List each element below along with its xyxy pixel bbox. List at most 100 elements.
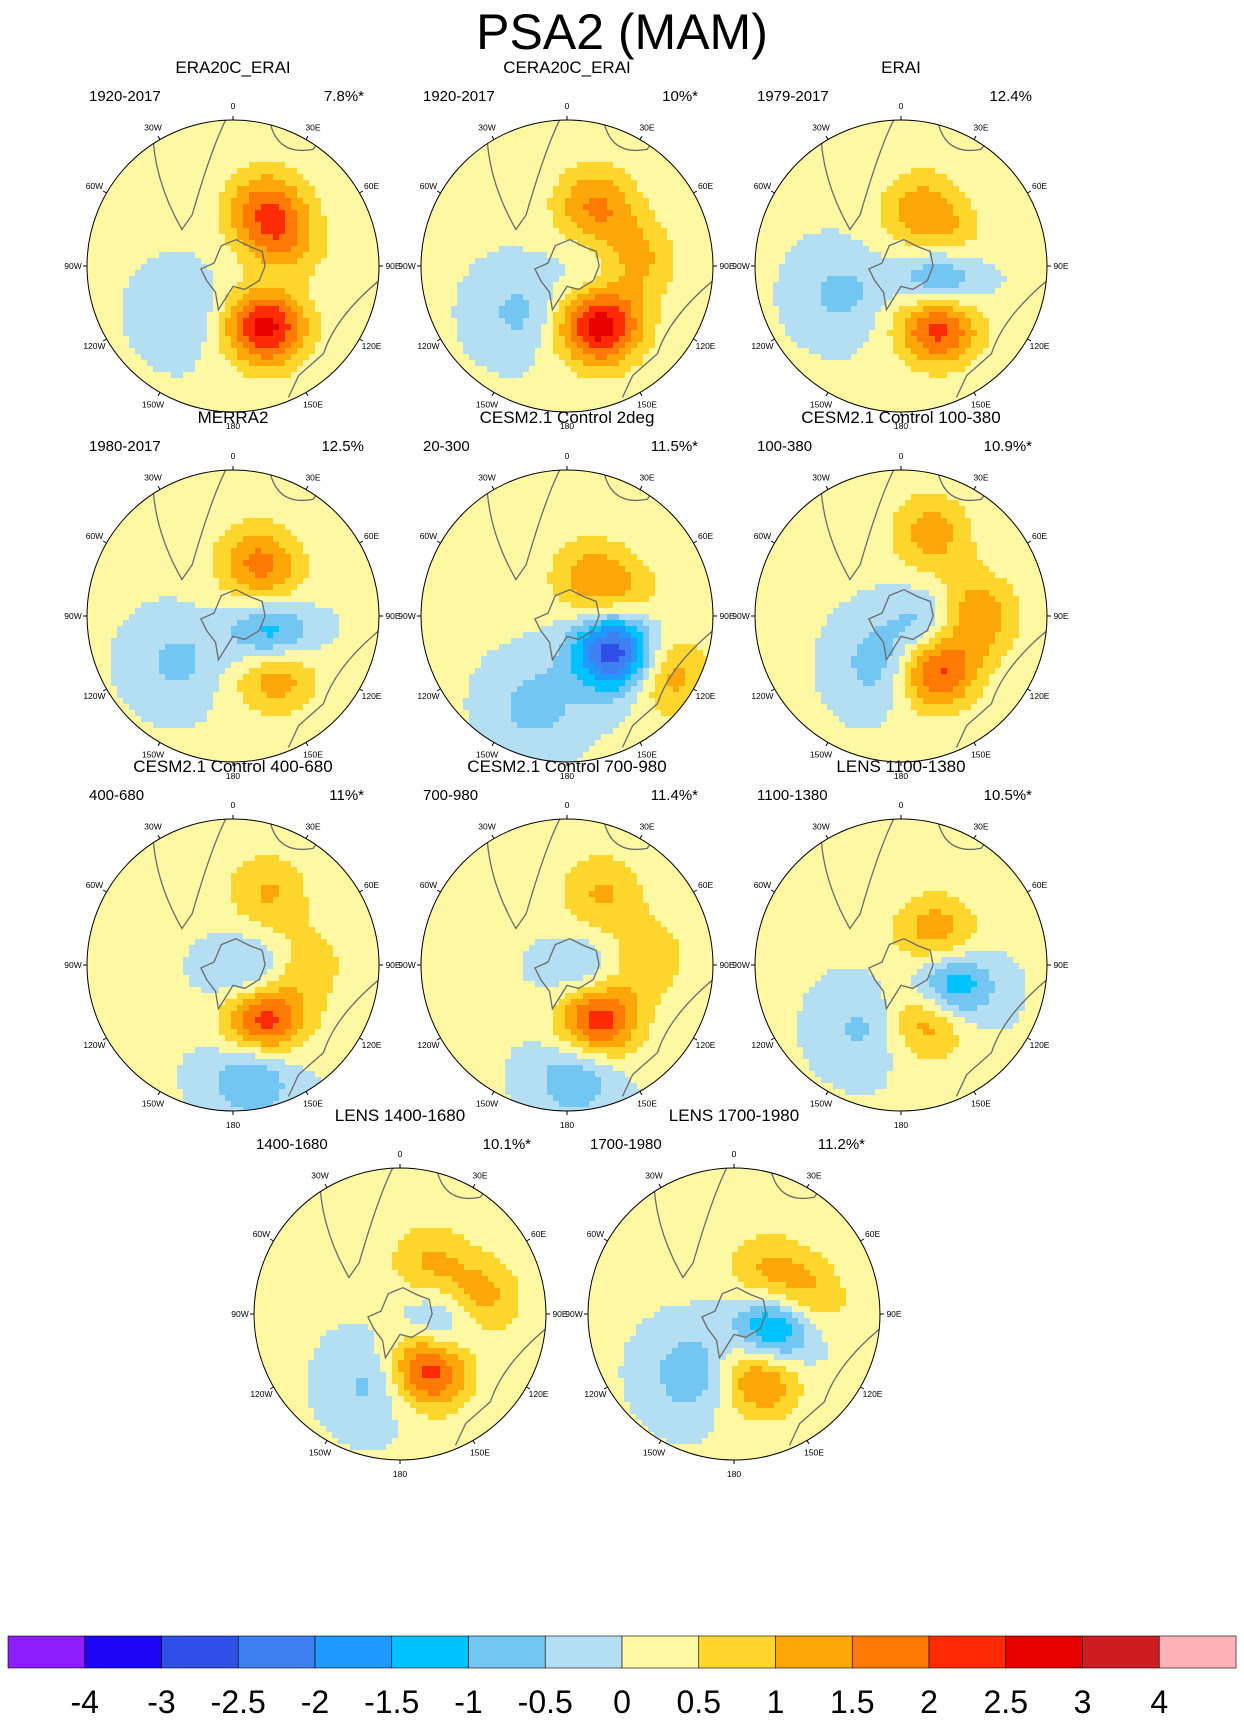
- longitude-label: 60W: [86, 531, 103, 541]
- colorbar-swatch: [237, 1635, 316, 1669]
- longitude-tick: [102, 688, 107, 692]
- longitude-label: 180: [894, 421, 908, 431]
- antarctica-coastline: [701, 1286, 767, 1360]
- longitude-label: 90E: [1053, 960, 1068, 970]
- panel-variance: 10.5%*: [984, 787, 1033, 804]
- longitude-tick: [1027, 190, 1032, 194]
- panel-period: 100-380: [757, 438, 812, 455]
- longitude-label: 120E: [362, 341, 382, 351]
- longitude-tick: [693, 889, 698, 893]
- panel-period: 400-680: [89, 787, 144, 804]
- longitude-label: 120W: [417, 1040, 439, 1050]
- antarctica-coastline: [200, 937, 266, 1011]
- panel-title: LENS 1100-1380: [836, 757, 965, 776]
- map-panel: 0 30E 60E 90E 120E 150E 180 150W 120W 90W 60W 30W CE…: [732, 408, 1069, 781]
- colorbar-tick-label: -2.5: [211, 1684, 266, 1720]
- south-america-coastline: [152, 470, 227, 581]
- longitude-label: 90E: [886, 1309, 901, 1319]
- longitude-label: 60W: [86, 880, 103, 890]
- longitude-label: 90W: [565, 1309, 582, 1319]
- longitude-label: 120E: [696, 341, 716, 351]
- panel-title: ERAI: [881, 58, 921, 77]
- longitude-label: 180: [894, 1120, 908, 1130]
- longitude-tick: [639, 834, 643, 839]
- longitude-label: 150E: [971, 400, 991, 410]
- panel-period: 1920-2017: [423, 88, 495, 105]
- south-america-coastline: [486, 120, 561, 231]
- colorbar-tick-label: 0: [613, 1684, 631, 1720]
- panel-variance: 12.4%: [989, 88, 1032, 105]
- south-america-coastline: [486, 819, 561, 930]
- colorbar-tick-label: -1.5: [364, 1684, 419, 1720]
- longitude-tick: [324, 1183, 328, 1188]
- longitude-label: 30W: [478, 821, 495, 831]
- antarctica-coastline: [868, 238, 934, 312]
- longitude-label: 60E: [364, 531, 379, 541]
- longitude-tick: [658, 1183, 662, 1188]
- australia-coastline: [955, 979, 1047, 1097]
- panel-period: 1700-1980: [590, 1136, 662, 1153]
- longitude-tick: [770, 540, 775, 544]
- antarctica-coastline: [868, 937, 934, 1011]
- australia-coastline: [287, 280, 379, 398]
- longitude-tick: [973, 742, 977, 747]
- longitude-label: 30E: [305, 472, 320, 482]
- longitude-label: 150W: [810, 1099, 832, 1109]
- longitude-label: 90E: [385, 611, 400, 621]
- africa-coastline: [602, 120, 659, 151]
- panel-title: CESM2.1 Control 700-980: [467, 757, 666, 776]
- panel-variance: 12.5%: [321, 438, 364, 455]
- map-panel: 0 30E 60E 90E 120E 150E 180 150W 120W 90W 60W 30W CE…: [64, 757, 401, 1130]
- longitude-tick: [157, 135, 161, 140]
- colorbar-tick-label: 3: [1074, 1684, 1092, 1720]
- antarctica-coastline: [534, 588, 600, 662]
- longitude-tick: [526, 1386, 531, 1390]
- longitude-label: 0: [231, 800, 236, 810]
- colorbar-swatch: [1158, 1635, 1237, 1669]
- longitude-label: 120W: [83, 341, 105, 351]
- longitude-label: 90W: [732, 261, 749, 271]
- anomaly-field: [254, 1168, 546, 1460]
- longitude-label: 0: [231, 451, 236, 461]
- longitude-label: 150W: [309, 1448, 331, 1458]
- longitude-label: 60E: [865, 1229, 880, 1239]
- longitude-label: 180: [226, 421, 240, 431]
- longitude-tick: [770, 688, 775, 692]
- longitude-tick: [825, 135, 829, 140]
- longitude-tick: [359, 688, 364, 692]
- longitude-label: 90E: [719, 960, 734, 970]
- south-america-coastline: [152, 120, 227, 231]
- longitude-label: 60E: [1032, 880, 1047, 890]
- longitude-label: 30E: [973, 472, 988, 482]
- longitude-label: 0: [899, 101, 904, 111]
- longitude-tick: [102, 889, 107, 893]
- longitude-label: 150E: [971, 1099, 991, 1109]
- longitude-label: 180: [560, 771, 574, 781]
- longitude-tick: [526, 1238, 531, 1242]
- figure-title: PSA2 (MAM): [0, 2, 1244, 62]
- map-panel: 0 30E 60E 90E 120E 150E 180 150W 120W 90W 60W 30W CE…: [398, 58, 735, 431]
- longitude-tick: [693, 1037, 698, 1041]
- longitude-label: 120W: [751, 341, 773, 351]
- longitude-label: 180: [894, 771, 908, 781]
- africa-coastline: [602, 819, 659, 850]
- longitude-tick: [359, 190, 364, 194]
- longitude-tick: [973, 834, 977, 839]
- colorbar-swatch: [621, 1635, 700, 1669]
- longitude-tick: [973, 485, 977, 490]
- colorbar-tick-label: -2: [301, 1684, 329, 1720]
- africa-coastline: [435, 1168, 492, 1199]
- map-panel: 0 30E 60E 90E 120E 150E 180 150W 120W 90W 60W 30W ER…: [732, 58, 1069, 431]
- longitude-label: 60E: [364, 181, 379, 191]
- longitude-label: 150W: [643, 1448, 665, 1458]
- longitude-label: 60E: [1032, 181, 1047, 191]
- longitude-label: 150E: [637, 400, 657, 410]
- longitude-tick: [491, 392, 495, 397]
- colorbar-swatch: [161, 1635, 239, 1669]
- longitude-label: 90E: [385, 960, 400, 970]
- longitude-label: 120E: [1030, 341, 1050, 351]
- longitude-label: 60W: [86, 181, 103, 191]
- longitude-tick: [102, 540, 107, 544]
- longitude-label: 60W: [754, 181, 771, 191]
- longitude-label: 150E: [470, 1448, 490, 1458]
